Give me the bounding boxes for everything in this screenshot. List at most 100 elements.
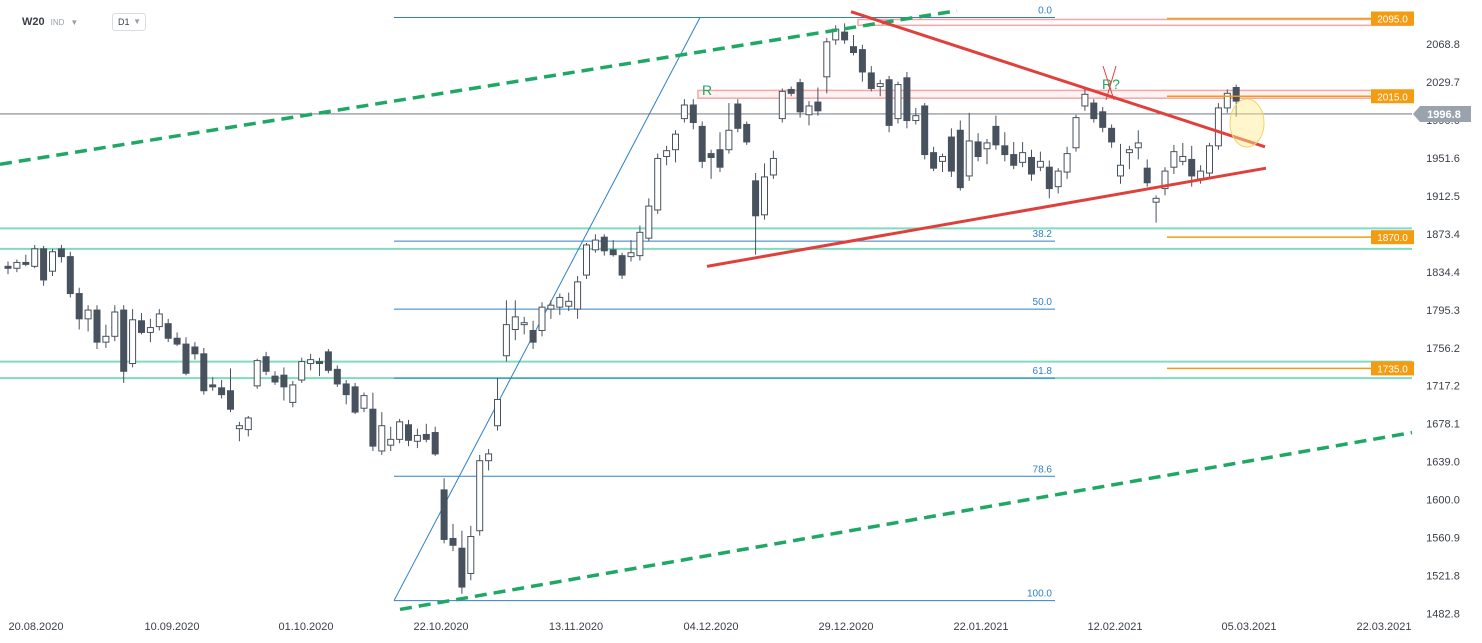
- level-tag: [1371, 230, 1414, 245]
- candle-bear: [707, 153, 715, 158]
- candle-bear: [271, 375, 279, 383]
- candle-bear: [956, 129, 964, 189]
- x-tick-label: 20.08.2020: [8, 621, 63, 633]
- candle-bull: [583, 244, 590, 276]
- candle-bear: [787, 88, 795, 94]
- level-tag: [1371, 361, 1414, 376]
- candle-bear: [930, 152, 938, 169]
- candle-bull: [155, 313, 163, 328]
- candle-bear: [689, 104, 697, 123]
- candle-bull: [1019, 152, 1027, 163]
- candle-bull: [476, 460, 484, 532]
- candle-bull: [1072, 117, 1080, 149]
- channel-upper-line: [0, 8, 958, 167]
- candle-bull: [1161, 170, 1169, 190]
- candle-bear: [440, 489, 448, 540]
- candle-bull: [556, 296, 564, 308]
- level-tag: [1371, 11, 1414, 26]
- symbol-label: W20: [22, 16, 45, 28]
- candle-bear: [1232, 87, 1240, 102]
- candle-bear: [93, 309, 101, 343]
- x-tick-label: 22.01.2021: [953, 621, 1008, 633]
- timeframe-dropdown[interactable]: D1 ▼: [112, 13, 146, 31]
- candle-bear: [1045, 166, 1053, 190]
- candle-bear: [200, 353, 208, 392]
- candle-bull: [1117, 164, 1124, 177]
- candle-bull: [1170, 151, 1178, 168]
- candle-bear: [841, 31, 849, 41]
- candle-bear: [262, 356, 270, 372]
- candle-bull: [645, 205, 653, 239]
- candle-bear: [1028, 156, 1035, 175]
- candle-bear: [992, 125, 1000, 146]
- candle-bull: [1081, 93, 1089, 107]
- candle-bull: [387, 438, 395, 446]
- candle-bear: [333, 368, 341, 385]
- candle-bear: [120, 309, 128, 372]
- y-tick-label: 1912.5: [1426, 191, 1460, 203]
- y-tick-label: 1834.4: [1426, 267, 1460, 279]
- last-price-label: 1996.8: [1427, 109, 1461, 121]
- candle-bull: [298, 361, 306, 381]
- candle-bull: [244, 417, 252, 431]
- symbol-bar[interactable]: W20 IND ▼: [14, 12, 78, 32]
- candle-bull: [1197, 170, 1205, 180]
- candle-bear: [191, 346, 199, 355]
- candle-bull: [680, 104, 688, 120]
- candle-bull: [672, 133, 679, 151]
- candle-bull: [520, 322, 528, 326]
- candle-bull: [1063, 153, 1071, 173]
- candle-bull: [725, 129, 733, 151]
- chevron-down-icon[interactable]: ▼: [70, 17, 79, 27]
- candle-bear: [431, 432, 439, 455]
- candle-bear: [609, 249, 617, 256]
- candle-bear: [40, 248, 48, 281]
- level-tag-label: 2095.0: [1377, 15, 1408, 26]
- candle-bull: [591, 239, 599, 251]
- candle-bear: [529, 329, 537, 343]
- candle-bull: [778, 90, 786, 120]
- candle-bull: [235, 425, 243, 430]
- y-tick-label: 2068.8: [1426, 39, 1460, 51]
- candle-bear: [369, 408, 377, 447]
- candle-bull: [467, 536, 475, 574]
- candle-bull: [1152, 197, 1160, 203]
- candle-bear: [351, 386, 359, 413]
- fib-level-label: 100.0: [1027, 589, 1052, 600]
- candle-bear: [1090, 102, 1098, 120]
- candle-bear: [734, 103, 742, 129]
- candle-bull: [663, 150, 671, 158]
- candle-bear: [164, 323, 172, 339]
- candle-bull: [565, 300, 573, 307]
- candle-bear: [227, 390, 234, 410]
- candle-bear: [850, 46, 857, 54]
- candle-bear: [1099, 111, 1107, 128]
- candle-bull: [146, 327, 154, 333]
- chevron-down-icon: ▼: [133, 17, 141, 26]
- candle-bear: [138, 320, 145, 333]
- candle-bull: [1206, 145, 1213, 174]
- candle-bull: [84, 309, 92, 320]
- x-tick-label: 22.03.2021: [1356, 621, 1411, 633]
- y-tick-label: 1639.0: [1426, 457, 1460, 469]
- fib-level-label: 61.8: [1033, 366, 1053, 377]
- level-tag-label: 1735.0: [1377, 364, 1408, 375]
- candle-bear: [752, 180, 760, 217]
- candle-bull: [894, 84, 902, 120]
- candle-bull: [413, 434, 421, 442]
- candle-bear: [921, 105, 929, 156]
- fib-level-label: 38.2: [1033, 229, 1053, 240]
- candle-bull: [1214, 107, 1222, 147]
- y-tick-label: 1678.1: [1426, 419, 1460, 431]
- candle-bull: [129, 319, 137, 365]
- candle-bull: [494, 398, 501, 427]
- candle-bear: [458, 547, 466, 588]
- candle-bear: [4, 265, 12, 269]
- candle-bull: [31, 248, 39, 267]
- candle-bear: [743, 123, 751, 143]
- candle-bull: [983, 142, 991, 150]
- x-tick-label: 29.12.2020: [818, 621, 873, 633]
- candle-bull: [1036, 160, 1044, 168]
- candle-bull: [574, 281, 582, 310]
